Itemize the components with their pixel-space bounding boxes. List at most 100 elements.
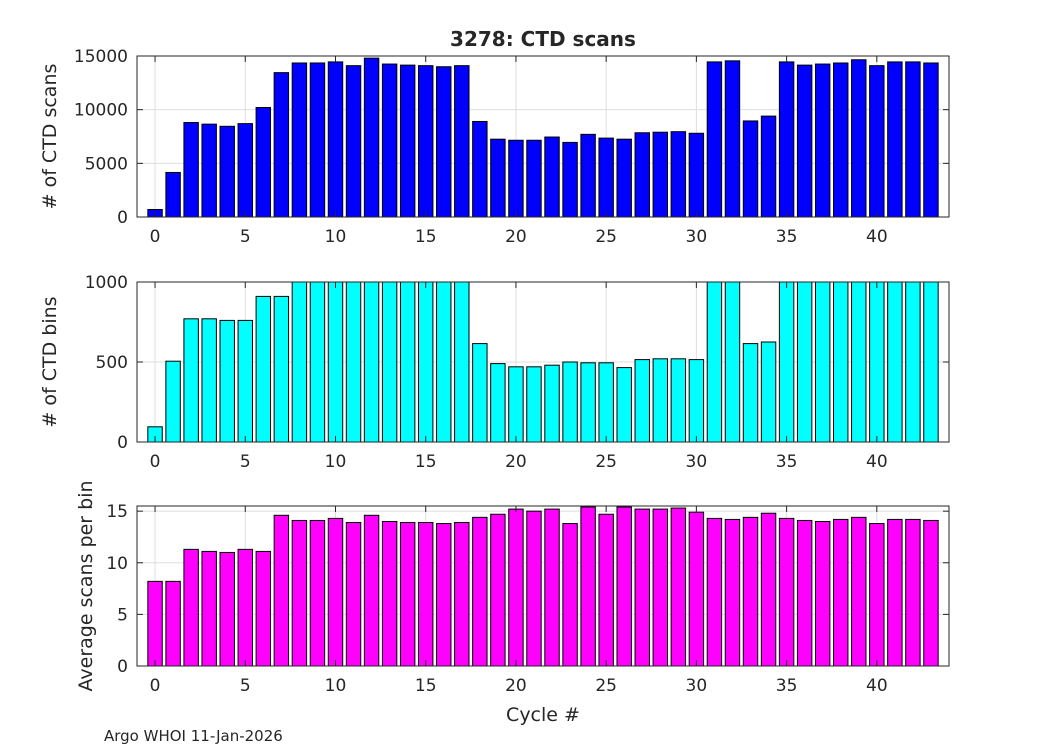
- avg-bar: [833, 518, 849, 667]
- avg-bar: [869, 523, 885, 667]
- bins-ytick-label: 0: [117, 433, 128, 453]
- bins-bar: [237, 319, 253, 443]
- bins-bar: [490, 363, 506, 443]
- avg-bar: [778, 517, 795, 667]
- bins-bar: [327, 281, 344, 443]
- scans-xtick-label: 5: [240, 227, 251, 247]
- scans-bar: [778, 61, 795, 218]
- avg-bar: [363, 514, 380, 667]
- avg-bar: [508, 508, 524, 667]
- scans-xtick-label: 10: [325, 227, 347, 247]
- scans-bar: [544, 136, 560, 218]
- bins-bar: [598, 362, 614, 443]
- avg-bar: [905, 518, 921, 667]
- avg-bar: [670, 507, 687, 667]
- avg-bar: [237, 548, 253, 667]
- bins-bar: [742, 343, 759, 443]
- scans-bar: [616, 138, 632, 218]
- bins-ytick-label: 500: [96, 353, 128, 373]
- bins-bar: [652, 358, 669, 443]
- scans-bar: [237, 123, 253, 218]
- scans-bar: [706, 61, 723, 218]
- avg-bar: [165, 580, 181, 667]
- avg-xtick-label: 35: [776, 676, 798, 696]
- bins-bar: [833, 281, 849, 443]
- scans-bar: [201, 123, 217, 218]
- bins-xtick-label: 10: [325, 452, 347, 472]
- scans-bar: [291, 62, 308, 218]
- avg-bar: [147, 580, 163, 667]
- scans-xtick-label: 30: [686, 227, 708, 247]
- scans-bar: [381, 63, 398, 218]
- avg-bar: [724, 518, 741, 667]
- bins-ylabel: # of CTD bins: [39, 296, 61, 427]
- avg-ytick-label: 15: [106, 502, 128, 522]
- bins-bar: [165, 360, 181, 443]
- scans-bar: [273, 72, 290, 218]
- scans-bar: [652, 131, 669, 218]
- avg-xtick-label: 25: [595, 676, 617, 696]
- avg-bar: [634, 508, 650, 667]
- scans-bar: [580, 133, 596, 218]
- avg-bar: [490, 513, 506, 667]
- bins-bar: [508, 366, 524, 443]
- bins-bar: [399, 281, 416, 443]
- avg-xtick-label: 40: [866, 676, 888, 696]
- scans-bar: [905, 61, 921, 218]
- avg-bar: [255, 550, 272, 667]
- bins-bar: [688, 359, 705, 443]
- avg-bar: [688, 511, 705, 667]
- avg-bar: [345, 522, 362, 667]
- scans-bar: [923, 62, 939, 218]
- bins-xtick-label: 35: [776, 452, 798, 472]
- bins-bar: [616, 367, 632, 443]
- bins-xtick-label: 20: [505, 452, 527, 472]
- scans-xtick-label: 35: [776, 227, 798, 247]
- scans-bar: [598, 137, 614, 218]
- avg-xtick-label: 20: [505, 676, 527, 696]
- avg-bar: [544, 508, 560, 667]
- avg-xtick-label: 5: [240, 676, 251, 696]
- bins-bar: [706, 281, 723, 443]
- avg-bar: [652, 508, 669, 667]
- scans-bar: [742, 120, 759, 218]
- avg-xlabel: Cycle #: [506, 704, 580, 726]
- bins-bar: [670, 358, 687, 443]
- scans-bar: [869, 65, 885, 218]
- scans-bar: [327, 61, 344, 218]
- avg-bar: [887, 518, 903, 667]
- bins-xtick-label: 15: [415, 452, 437, 472]
- bins-xtick-label: 0: [150, 452, 161, 472]
- scans-bar: [670, 131, 687, 218]
- bins-bar: [201, 318, 217, 443]
- scans-xtick-label: 20: [505, 227, 527, 247]
- bins-bar: [436, 281, 452, 443]
- scans-bar: [796, 64, 813, 218]
- bins-bar: [869, 281, 885, 443]
- avg-bar: [580, 506, 596, 667]
- bins-bar: [796, 281, 813, 443]
- avg-bar: [851, 516, 867, 667]
- bins-bar: [363, 281, 380, 443]
- avg-bar: [309, 519, 326, 667]
- chart-title: 3278: CTD scans: [450, 27, 636, 51]
- scans-axes-frame: [136, 55, 950, 218]
- bins-bar: [345, 281, 362, 443]
- scans-bar: [760, 115, 777, 218]
- avg-bar: [706, 517, 723, 667]
- avg-bar: [760, 512, 777, 667]
- bins-bar: [417, 281, 434, 443]
- scans-xtick-label: 25: [595, 227, 617, 247]
- avg-bar: [201, 550, 217, 667]
- scans-bar: [165, 171, 181, 218]
- scans-bar: [688, 132, 705, 218]
- avg-ytick-label: 10: [106, 554, 128, 574]
- scans-ytick-label: 15000: [74, 47, 128, 67]
- avg-ylabel: Average scans per bin: [75, 480, 97, 691]
- avg-xtick-label: 0: [150, 676, 161, 696]
- scans-bar: [183, 122, 199, 218]
- bins-bar: [219, 319, 235, 443]
- avg-bar: [399, 522, 416, 667]
- scans-ytick-label: 0: [117, 208, 128, 228]
